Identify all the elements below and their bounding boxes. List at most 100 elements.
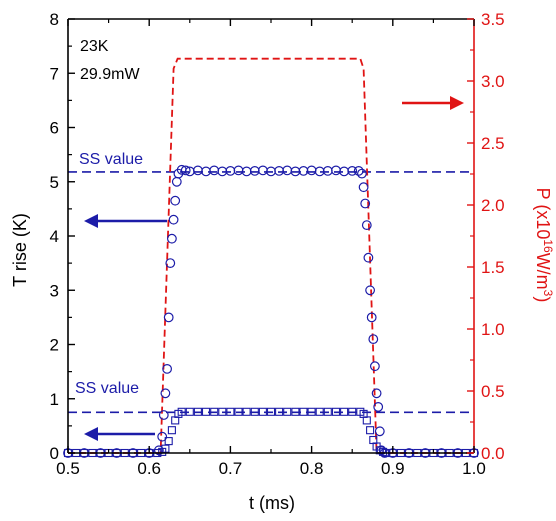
arrow-lower-left <box>84 427 155 441</box>
temperature-rise-point-circle <box>282 165 293 176</box>
temperature-rise-point-square <box>307 407 316 416</box>
temperature-rise-point-circle <box>274 165 285 176</box>
y-right-tick-label: 0.0 <box>481 444 505 463</box>
x-tick-label: 0.7 <box>219 459 243 478</box>
temperature-rise-point-square <box>185 407 194 416</box>
y-right-tick-label: 3.0 <box>481 72 505 91</box>
annotation-power: 29.9mW <box>80 66 140 83</box>
ss-label-lower: SS value <box>75 380 139 397</box>
y-right-tick-label: 1.0 <box>481 320 505 339</box>
tick-labels-layer: 0.5 0.6 0.7 0.8 0.9 1.0 0 1 2 3 4 5 6 7 8 0.0 0.5 1.0 1.5 2… <box>50 10 505 478</box>
x-axis-label: t (ms) <box>249 493 295 513</box>
temperature-rise-point-square <box>340 407 349 416</box>
x-tick-label: 0.5 <box>56 459 80 478</box>
temperature-rise-point-square <box>210 407 219 416</box>
arrow-upper-left <box>84 214 167 228</box>
temperature-rise-point-square <box>250 407 259 416</box>
temperature-rise-point-circle <box>331 165 341 176</box>
temperature-rise-point-square <box>299 407 308 416</box>
y-axis-label-right: P (x1016W/m3) <box>533 188 555 303</box>
temperature-rise-point-circle <box>361 220 372 231</box>
annotation-temperature: 23K <box>80 38 109 55</box>
temperature-rise-point-square <box>218 407 227 416</box>
temperature-rise-point-square <box>242 407 251 416</box>
y-axis-label-left: T rise (K) <box>10 213 30 287</box>
temperature-rise-point-square <box>266 407 276 416</box>
temperature-rise-point-circle <box>160 388 171 399</box>
temperature-rise-point-circle <box>322 165 333 176</box>
temperature-rise-point-square <box>283 407 292 416</box>
x-tick-label: 0.6 <box>137 459 161 478</box>
y-right-tick-label: 1.5 <box>481 258 505 277</box>
temperature-rise-point-square <box>234 407 243 416</box>
temperature-rise-point-circle <box>366 312 377 323</box>
temperature-rise-point-circle <box>170 195 181 206</box>
ss-label-upper: SS value <box>79 151 143 168</box>
x-tick-label: 0.8 <box>300 459 324 478</box>
temperature-rise-point-square <box>315 407 324 416</box>
temperature-rise-point-circle <box>162 364 173 374</box>
y-left-tick-label: 1 <box>50 390 59 409</box>
temperature-rise-point-circle <box>192 165 203 176</box>
temperature-rise-point-square <box>331 407 341 416</box>
y-right-tick-label: 0.5 <box>481 382 505 401</box>
temperature-rise-point-square <box>362 416 371 425</box>
temperature-rise-point-square <box>177 407 186 416</box>
temperature-rise-point-circle <box>370 361 380 372</box>
temperature-rise-point-square <box>275 407 284 416</box>
temperature-rise-point-circle <box>209 165 220 176</box>
y-right-label-main: P (x10 <box>533 188 553 240</box>
temperature-rise-point-circle <box>157 431 168 442</box>
temperature-rise-point-circle <box>357 168 367 179</box>
temperature-rise-point-square <box>226 407 235 416</box>
temperature-rise-point-circle <box>168 214 179 225</box>
y-left-tick-label: 4 <box>50 227 59 246</box>
y-left-tick-label: 7 <box>50 64 59 83</box>
temperature-rise-point-square <box>366 426 375 435</box>
temperature-rise-point-circle <box>165 258 176 269</box>
y-right-tick-label: 2.5 <box>481 134 505 153</box>
temperature-rise-point-circle <box>371 388 382 399</box>
temperature-rise-point-circle <box>368 334 379 345</box>
temperature-rise-point-circle <box>158 410 169 420</box>
axes-layer <box>67 18 475 454</box>
temperature-rise-point-circle <box>171 176 182 187</box>
temperature-rise-point-circle <box>306 165 317 176</box>
temperature-rise-point-circle <box>166 233 177 244</box>
data-layer <box>63 57 479 458</box>
temperature-rise-point-square <box>167 426 176 435</box>
x-tick-label: 0.9 <box>381 459 405 478</box>
temperature-rise-point-circle <box>365 285 376 296</box>
temperature-rise-point-square <box>193 407 202 416</box>
y-right-tick-label: 2.0 <box>481 196 505 215</box>
reference-lines-layer <box>68 171 474 414</box>
temperature-rise-point-circle <box>233 165 244 176</box>
x-tick-label: 1.0 <box>462 459 486 478</box>
temperature-rise-point-circle <box>180 165 191 176</box>
temperature-rise-point-square <box>258 407 267 416</box>
y-right-label-mid: W/m <box>533 253 553 290</box>
temperature-rise-point-circle <box>225 165 236 176</box>
y-left-tick-label: 2 <box>50 336 59 355</box>
y-left-tick-label: 8 <box>50 10 59 29</box>
temperature-rise-point-circle <box>258 165 268 176</box>
y-left-tick-label: 5 <box>50 173 59 192</box>
temperature-rise-point-square <box>201 407 211 416</box>
arrow-right <box>402 96 464 110</box>
y-left-tick-label: 6 <box>50 119 59 138</box>
temperature-rise-point-circle <box>360 198 371 209</box>
temperature-rise-point-circle <box>353 165 364 176</box>
y-right-label-end: ) <box>533 296 553 302</box>
y-right-label-exp1: 16 <box>541 239 555 253</box>
temperature-rise-point-circle <box>358 182 369 193</box>
temperature-rise-point-circle <box>298 165 309 176</box>
y-left-tick-label: 3 <box>50 281 59 300</box>
temperature-rise-point-square <box>348 407 357 416</box>
temperature-rise-point-circle <box>249 165 260 176</box>
temperature-rise-point-circle <box>373 402 384 412</box>
temperature-rise-point-square <box>164 437 173 446</box>
temperature-rise-point-circle <box>363 252 374 263</box>
temperature-rise-point-circle <box>347 165 358 176</box>
temperature-rise-point-square <box>291 407 300 416</box>
temperature-rise-point-circle <box>374 426 385 437</box>
